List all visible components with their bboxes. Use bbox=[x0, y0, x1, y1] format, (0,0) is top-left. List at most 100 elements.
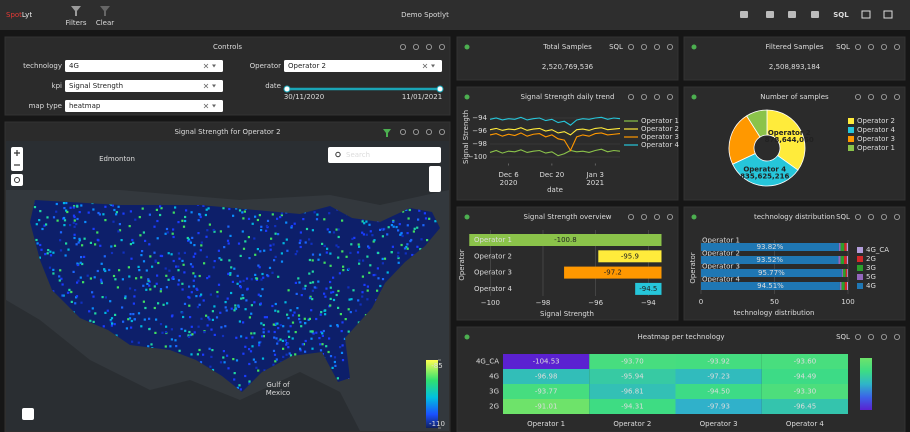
panel-icon[interactable] bbox=[667, 44, 674, 51]
panel-icon[interactable] bbox=[628, 213, 635, 220]
panel-icon[interactable] bbox=[412, 44, 419, 51]
panel-icon[interactable] bbox=[881, 44, 888, 51]
signal-cell bbox=[148, 213, 151, 216]
y-tick-label: 4G bbox=[489, 373, 499, 381]
panel-icon[interactable] bbox=[641, 44, 648, 51]
panel-icon[interactable] bbox=[667, 94, 674, 101]
signal-cell bbox=[251, 222, 254, 225]
panel-icon[interactable] bbox=[641, 213, 648, 220]
search-icon[interactable] bbox=[335, 151, 341, 158]
panel-icon[interactable] bbox=[667, 213, 674, 220]
signal-cell bbox=[192, 279, 195, 282]
signal-cell bbox=[366, 298, 369, 301]
panel-icon[interactable] bbox=[868, 213, 875, 220]
sql-button[interactable]: SQL bbox=[836, 213, 850, 221]
panel-icon[interactable] bbox=[399, 44, 406, 51]
signal-cell bbox=[263, 249, 266, 252]
search-placeholder[interactable]: Search bbox=[346, 151, 370, 159]
signal-cell bbox=[232, 214, 235, 217]
panel-icon[interactable] bbox=[855, 94, 862, 101]
panel-icon[interactable] bbox=[425, 128, 432, 135]
toolbar-icon[interactable] bbox=[766, 11, 774, 18]
panel-icon[interactable] bbox=[425, 44, 432, 51]
panel bbox=[456, 206, 679, 321]
dropdown[interactable] bbox=[65, 60, 223, 72]
signal-cell bbox=[299, 349, 302, 352]
panel-icon[interactable] bbox=[399, 128, 406, 135]
slider-handle[interactable] bbox=[436, 85, 444, 93]
clear-x[interactable] bbox=[422, 63, 428, 69]
search-box[interactable] bbox=[328, 147, 441, 163]
filters-button[interactable]: Filters bbox=[66, 19, 87, 27]
map-tool[interactable] bbox=[429, 166, 441, 192]
dropdown[interactable] bbox=[65, 100, 223, 112]
signal-cell bbox=[52, 268, 55, 271]
signal-cell bbox=[137, 341, 140, 344]
clear-icon[interactable] bbox=[100, 6, 110, 16]
signal-cell bbox=[246, 288, 249, 291]
signal-cell bbox=[75, 223, 78, 226]
dropdown-arrow[interactable] bbox=[212, 104, 216, 108]
panel-icon[interactable] bbox=[654, 213, 661, 220]
dropdown[interactable] bbox=[65, 80, 223, 92]
logo: SpotLyt bbox=[6, 11, 32, 19]
panel-icon[interactable] bbox=[855, 213, 862, 220]
panel-icon[interactable] bbox=[438, 128, 445, 135]
panel-icon[interactable] bbox=[894, 44, 901, 51]
panel-icon[interactable] bbox=[628, 44, 635, 51]
panel-icon[interactable] bbox=[868, 333, 875, 340]
cell-label: -93.70 bbox=[621, 358, 644, 366]
panel-icon[interactable] bbox=[894, 333, 901, 340]
sql-button[interactable]: SQL bbox=[836, 43, 850, 51]
dropdown[interactable] bbox=[284, 60, 442, 72]
toolbar-icon[interactable] bbox=[811, 11, 819, 18]
panel-icon[interactable] bbox=[628, 94, 635, 101]
menu-icon[interactable] bbox=[861, 10, 871, 19]
sql-button[interactable]: SQL bbox=[833, 11, 849, 19]
filter-icon[interactable] bbox=[383, 129, 391, 137]
panel-icon[interactable] bbox=[881, 213, 888, 220]
panel-icon[interactable] bbox=[868, 44, 875, 51]
clear-x[interactable] bbox=[203, 83, 209, 89]
panel-icon[interactable] bbox=[855, 333, 862, 340]
panel-icon[interactable] bbox=[881, 333, 888, 340]
panel-icon[interactable] bbox=[641, 94, 648, 101]
signal-cell bbox=[104, 311, 107, 314]
panel-icon[interactable] bbox=[881, 94, 888, 101]
signal-cell bbox=[413, 227, 416, 230]
signal-cell bbox=[280, 252, 283, 255]
panel-icon[interactable] bbox=[868, 94, 875, 101]
toolbar-icon[interactable] bbox=[788, 11, 796, 18]
sql-button[interactable]: SQL bbox=[609, 43, 623, 51]
dropdown-arrow[interactable] bbox=[212, 84, 216, 88]
legend-button[interactable] bbox=[22, 408, 34, 420]
sql-button[interactable]: SQL bbox=[836, 333, 850, 341]
panel-icon[interactable] bbox=[438, 44, 445, 51]
signal-cell bbox=[236, 386, 239, 389]
signal-cell bbox=[352, 289, 355, 292]
clear-button[interactable]: Clear bbox=[96, 19, 114, 27]
signal-cell bbox=[361, 295, 364, 298]
logout-icon[interactable] bbox=[883, 10, 893, 19]
toolbar-icon[interactable] bbox=[740, 11, 748, 18]
panel-icon[interactable] bbox=[654, 44, 661, 51]
dropdown-arrow[interactable] bbox=[212, 64, 216, 68]
signal-cell bbox=[156, 274, 159, 277]
signal-cell bbox=[209, 293, 212, 296]
clear-x[interactable] bbox=[203, 63, 209, 69]
slider-handle[interactable] bbox=[283, 85, 291, 93]
zoom-in[interactable] bbox=[14, 150, 20, 156]
panel-icon[interactable] bbox=[894, 213, 901, 220]
signal-cell bbox=[137, 265, 140, 268]
clear-x[interactable] bbox=[203, 103, 209, 109]
panel-icon[interactable] bbox=[855, 44, 862, 51]
dropdown-arrow[interactable] bbox=[431, 64, 435, 68]
locate-button[interactable] bbox=[11, 174, 23, 186]
panel-icon[interactable] bbox=[654, 94, 661, 101]
signal-cell bbox=[279, 338, 282, 341]
signal-cell bbox=[194, 275, 197, 278]
panel-icon[interactable] bbox=[412, 128, 419, 135]
locate-icon[interactable] bbox=[14, 177, 20, 183]
filter-icon[interactable] bbox=[71, 6, 81, 16]
panel-icon[interactable] bbox=[894, 94, 901, 101]
